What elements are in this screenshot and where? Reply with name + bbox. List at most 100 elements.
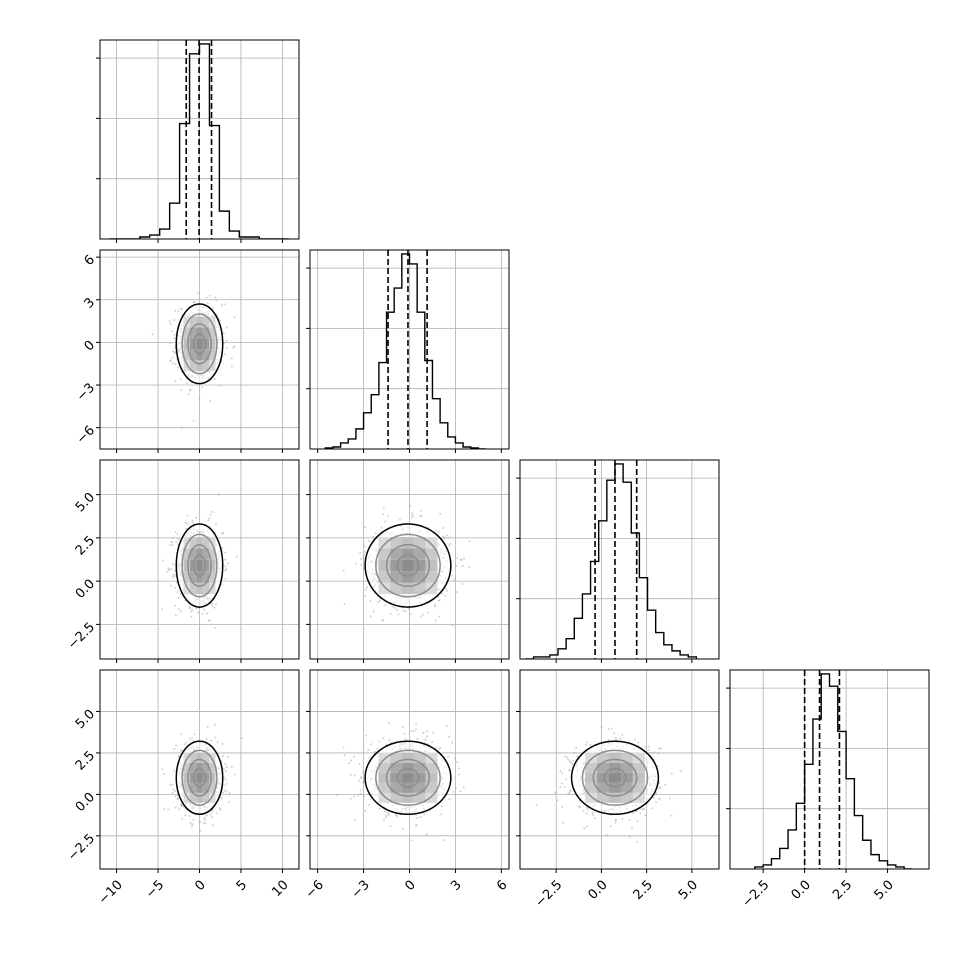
ytick-label-1: 0.0	[73, 577, 98, 602]
scatter-point	[653, 751, 656, 754]
scatter-point	[411, 839, 414, 842]
ytick-label-4: 6	[82, 253, 98, 269]
scatter-point	[445, 587, 448, 590]
scatter-point	[189, 388, 192, 391]
scatter-point	[235, 555, 238, 558]
scatter-point	[565, 778, 568, 781]
scatter-point	[615, 738, 618, 741]
scatter-point	[179, 592, 182, 595]
scatter-point	[191, 519, 194, 522]
scatter-point	[217, 493, 220, 496]
scatter-point	[180, 610, 183, 613]
scatter-point	[651, 807, 654, 810]
xtick-label-2: 0	[402, 878, 418, 894]
scatter-point	[225, 339, 228, 342]
scatter-point	[172, 350, 175, 353]
scatter-point	[173, 747, 176, 750]
scatter-point	[214, 296, 217, 299]
scatter-point	[635, 810, 638, 813]
scatter-point	[207, 519, 210, 522]
panel-frame	[309, 669, 510, 870]
scatter-point	[177, 538, 180, 541]
scatter-point	[226, 755, 229, 758]
scatter-point	[176, 366, 179, 369]
scatter-point	[188, 605, 191, 608]
ytick-label-0: −6	[74, 423, 98, 447]
scatter-point	[670, 772, 673, 775]
scatter-point	[419, 509, 422, 512]
scatter-point	[190, 615, 193, 618]
scatter-point	[421, 613, 424, 616]
scatter-point	[191, 608, 194, 611]
scatter-point	[169, 359, 172, 362]
scatter-point	[452, 579, 455, 582]
scatter-point	[393, 606, 396, 609]
scatter-point	[203, 816, 206, 819]
panel-3-3: −2.5 0.0 2.5 5.0	[726, 669, 930, 911]
histogram-step	[754, 673, 913, 869]
scatter-point	[185, 741, 188, 744]
scatter-point	[402, 827, 405, 830]
scatter-point	[195, 516, 198, 519]
scatter-point	[404, 737, 407, 740]
scatter-point	[167, 567, 170, 570]
scatter-point	[621, 818, 624, 821]
scatter-point	[224, 569, 227, 572]
scatter-point	[169, 360, 172, 363]
scatter-point	[364, 595, 367, 598]
scatter-point	[591, 811, 594, 814]
scatter-point	[368, 803, 371, 806]
scatter-point	[438, 747, 441, 750]
panel-frame	[519, 669, 720, 870]
xtick-label-2: 2.5	[631, 878, 656, 903]
scatter-point	[224, 763, 227, 766]
scatter-point	[180, 749, 183, 752]
scatter-point	[151, 333, 154, 336]
scatter-point	[670, 814, 673, 817]
scatter-point	[163, 807, 166, 810]
scatter-point	[376, 747, 379, 750]
scatter-point	[384, 520, 387, 523]
scatter-point	[203, 818, 206, 821]
scatter-point	[579, 806, 582, 809]
scatter-point	[382, 507, 385, 510]
scatter-point	[387, 722, 390, 725]
scatter-point	[205, 814, 208, 817]
scatter-point	[209, 813, 212, 816]
scatter-point	[566, 756, 569, 759]
scatter-point	[206, 725, 209, 728]
scatter-point	[354, 819, 357, 822]
scatter-point	[225, 782, 228, 785]
scatter-point	[219, 319, 222, 322]
scatter-point	[225, 766, 228, 769]
scatter-point	[226, 346, 229, 349]
scatter-point	[456, 557, 459, 560]
scatter-point	[199, 821, 202, 824]
scatter-point	[658, 786, 661, 789]
scatter-point	[213, 377, 216, 380]
scatter-point	[201, 386, 204, 389]
scatter-point	[427, 611, 430, 614]
scatter-point	[419, 816, 422, 819]
scatter-point	[173, 319, 176, 322]
scatter-point	[420, 514, 423, 517]
scatter-point	[224, 551, 227, 554]
ytick-label-0: −2.5	[65, 620, 98, 653]
scatter-point	[583, 827, 586, 830]
scatter-point	[433, 605, 436, 608]
scatter-point	[221, 791, 224, 794]
scatter-point	[222, 784, 225, 787]
scatter-point	[353, 795, 356, 798]
xtick-label-3: 5	[234, 878, 250, 894]
scatter-point	[175, 541, 178, 544]
scatter-point	[367, 749, 370, 752]
ytick-label-3: 5.0	[73, 490, 98, 515]
scatter-point	[462, 557, 465, 560]
scatter-point	[364, 588, 367, 591]
scatter-point	[636, 820, 639, 823]
scatter-point	[190, 825, 193, 828]
scatter-point	[411, 514, 414, 517]
scatter-point	[383, 810, 386, 813]
xtick-label-2: 0	[192, 878, 208, 894]
scatter-point	[650, 752, 653, 755]
